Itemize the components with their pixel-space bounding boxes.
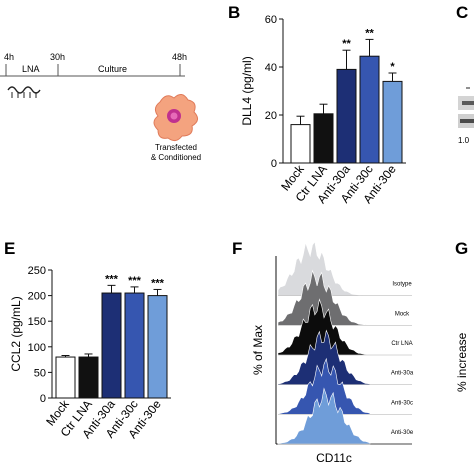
e-y-tick-label: 0: [40, 393, 46, 405]
b-significance-3: **: [365, 27, 374, 39]
blot-band-1-signal: [462, 101, 474, 105]
b-bar-2: [336, 68, 357, 164]
b-y-axis-label: DLL4 (pg/ml): [240, 56, 254, 125]
e-y-axis-label: CCL2 (pg/mL): [9, 296, 23, 371]
blot-band-2-signal: [460, 119, 474, 123]
f-histogram-2: [277, 298, 371, 356]
e-significance-3: ***: [128, 275, 142, 287]
b-bar-3: [359, 55, 380, 164]
f-histogram-3: [277, 329, 371, 385]
f-series-label-3: Anti-30a: [391, 371, 414, 377]
panel-g-ylabel: % increase: [455, 332, 469, 392]
f-x-axis-label: CD11c: [316, 451, 352, 465]
f-histogram-1: [277, 269, 371, 326]
chart-f-histogram: % of Max CD11c Isotype Mock Ctr LNA Anti-30a A…: [251, 240, 414, 465]
e-bar-3: [124, 292, 145, 399]
f-series-label-4: Anti-30c: [391, 400, 413, 406]
f-series-label-5: Anti-30e: [391, 430, 414, 436]
timeline-label-end: 48h: [172, 52, 187, 62]
e-y-tick-label: 200: [28, 291, 46, 303]
f-series-label-1: Mock: [395, 311, 410, 317]
timeline-label-mid: 30h: [50, 52, 65, 62]
blot-quant-value: 1.0: [458, 136, 470, 145]
e-bar-4: [147, 295, 168, 399]
b-bar-1: [313, 113, 334, 164]
dendritic-cell-icon: [153, 94, 198, 142]
cell-caption-line2: & Conditioned: [151, 153, 201, 162]
panel-letter-f: F: [232, 239, 242, 258]
b-bar-0: [290, 124, 311, 164]
e-significance-2: ***: [105, 273, 119, 285]
panel-letter-g: G: [455, 239, 468, 258]
timeline-stage-culture: Culture: [98, 64, 127, 74]
f-y-axis-label: % of Max: [251, 325, 265, 375]
lna-oligo-icon: [7, 86, 41, 98]
e-bar-1: [78, 356, 99, 399]
e-bar-0: [55, 356, 76, 399]
panel-letter-c: C: [456, 3, 468, 22]
e-significance-4: ***: [151, 277, 165, 289]
b-y-tick-label: 20: [265, 110, 277, 122]
timeline-stage-lna: LNA: [22, 64, 40, 74]
b-y-tick-label: 60: [265, 14, 277, 26]
e-y-tick-label: 250: [28, 265, 46, 277]
e-bar-2: [101, 292, 122, 399]
b-significance-4: *: [390, 61, 395, 73]
b-significance-2: **: [342, 38, 351, 50]
panel-letter-b: B: [228, 3, 240, 22]
panel-letter-e: E: [4, 239, 15, 258]
b-bar-4: [382, 80, 403, 164]
cell-caption-line1: Transfected: [155, 143, 197, 152]
e-y-tick-label: 50: [34, 367, 46, 379]
western-blot-fragment: 1.0: [458, 87, 474, 145]
e-y-tick-label: 100: [28, 342, 46, 354]
f-histogram-5: [277, 387, 371, 445]
e-y-tick-label: 150: [28, 316, 46, 328]
f-histogram-4: [277, 357, 371, 415]
f-series-label-2: Ctr LNA: [391, 341, 412, 347]
f-histogram-0: [277, 240, 371, 296]
timeline-panel: 4h 30h 48h LNA Culture Transfected & Con…: [0, 52, 201, 162]
timeline-label-start: 4h: [4, 52, 14, 62]
b-y-tick-label: 40: [265, 62, 277, 74]
b-y-tick-label: 0: [271, 158, 277, 170]
f-series-label-0: Isotype: [392, 282, 412, 288]
